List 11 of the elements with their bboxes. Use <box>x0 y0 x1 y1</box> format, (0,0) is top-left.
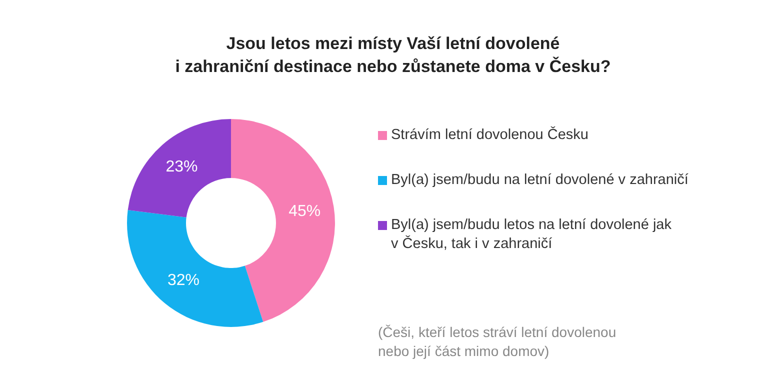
text: (Češi, kteří letos stráví letní dovolenou nebo její část mimo domov) <box>378 323 616 361</box>
legend-label: Strávím letní dovolenou Česku <box>391 126 588 145</box>
data-label: 45% <box>288 202 321 220</box>
legend-label: Byl(a) jsem/budu letos na letní dovolené jak v Česku, tak i v zahraničí <box>391 216 672 254</box>
chart-title: Jsou letos mezi místy Vaší letní dovolené i zahraniční destinace nebo zůstanete doma v Česku? <box>174 33 612 78</box>
donut-slice <box>231 119 335 322</box>
donut-slice <box>127 210 264 327</box>
data-label: 32% <box>167 272 200 289</box>
data-label: 23% <box>166 158 198 176</box>
donut-slice <box>128 119 231 218</box>
legend-label: Byl(a) jsem/budu na letní dovolené v zahraničí <box>391 171 688 190</box>
